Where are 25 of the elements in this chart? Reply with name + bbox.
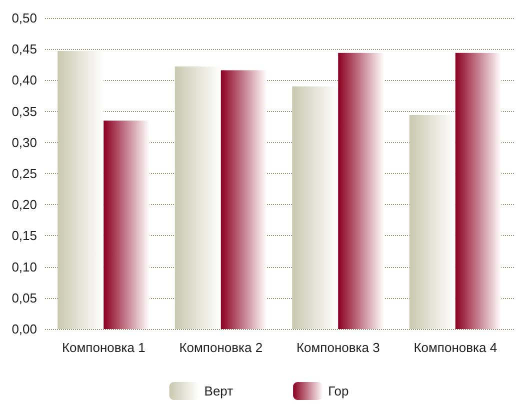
y-tick-label: 0,25 (12, 166, 37, 181)
legend-label: Верт (204, 384, 234, 398)
x-tick-label: Компоновка 1 (62, 340, 146, 355)
bar (455, 52, 502, 329)
bar (292, 86, 338, 329)
bar (409, 115, 456, 329)
bar (338, 52, 384, 329)
bar (104, 120, 150, 329)
y-tick-label: 0,10 (12, 259, 37, 274)
y-tick-label: 0,50 (12, 10, 37, 26)
x-tick-label: Компоновка 2 (179, 340, 263, 355)
legend-label: Гор (328, 384, 349, 398)
bar (58, 50, 104, 329)
y-tick-label: 0,40 (12, 72, 37, 88)
y-tick-label: 0,30 (12, 134, 37, 150)
x-tick-label: Компоновка 4 (414, 340, 498, 355)
y-tick-label: 0,00 (12, 322, 37, 336)
x-tick-label: Компоновка 3 (296, 340, 380, 355)
bar (220, 70, 267, 329)
y-tick-label: 0,45 (12, 42, 37, 57)
y-tick-label: 0,20 (12, 197, 37, 212)
y-tick-label: 0,35 (12, 104, 37, 119)
y-tick-label: 0,15 (12, 228, 37, 244)
y-tick-label: 0,05 (12, 290, 37, 306)
bar (174, 66, 221, 329)
